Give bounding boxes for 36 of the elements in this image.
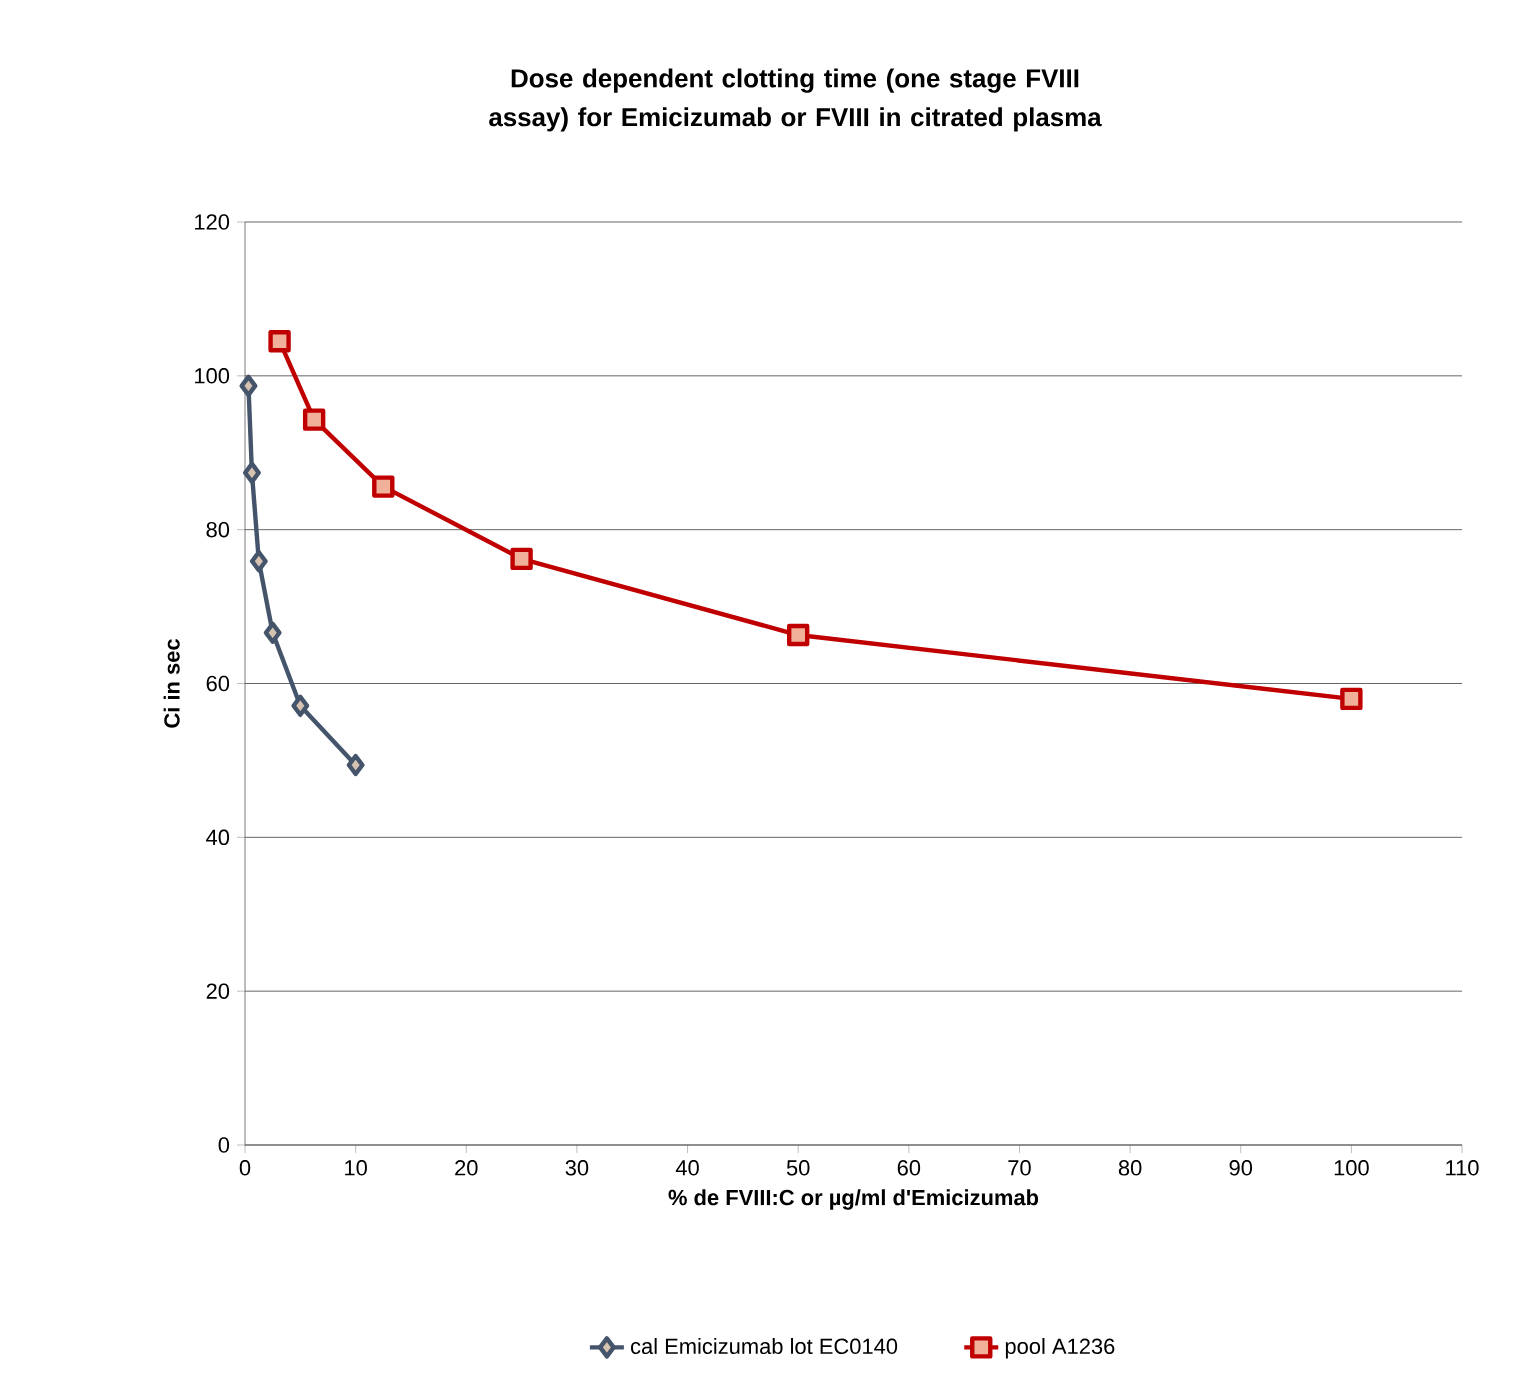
x-tick-label: 20: [455, 1160, 478, 1176]
point: [1340, 687, 1363, 711]
x-axis-title: % de FVIII:C or µg/ml d'Emicizumab: [668, 1189, 1039, 1210]
legend-label: cal Emicizumab lot EC0140: [631, 1337, 898, 1355]
x-tick-label: 80: [1118, 1160, 1142, 1176]
chart-title: Dose dependent clotting time (one stage FVIII assay) for Emicizumab or FVIII in citrated plasma: [489, 68, 1102, 132]
y-tick-label: 60: [206, 675, 230, 692]
x-tick-label: 60: [897, 1160, 921, 1176]
y-tick-label: 0: [218, 1137, 230, 1153]
point: [510, 547, 533, 571]
point: [249, 550, 268, 573]
x-tick-label: 40: [675, 1160, 699, 1176]
point: [291, 694, 310, 717]
y-tick-label: 40: [206, 829, 230, 846]
point: [372, 475, 395, 498]
x-tick-label: 100: [1334, 1160, 1369, 1176]
point: [268, 330, 291, 353]
y-tick-label: 120: [195, 214, 230, 230]
y-tick-label: 80: [206, 521, 230, 538]
x-tick-label: 0: [239, 1160, 251, 1176]
legend-label: pool A1236: [1005, 1337, 1115, 1359]
point: [786, 623, 810, 647]
y-axis-title: Ci in sec: [163, 639, 180, 728]
point: [239, 374, 258, 398]
y-tick-label: 100: [195, 368, 230, 384]
x-tick-label: 10: [345, 1160, 367, 1176]
x-tick-label: 110: [1446, 1160, 1479, 1176]
x-tick-label: 50: [786, 1160, 810, 1176]
x-tick-label: 70: [1008, 1160, 1031, 1176]
point: [302, 408, 326, 431]
x-tick-label: 90: [1229, 1160, 1253, 1176]
y-tick-label: 20: [206, 983, 230, 999]
point: [242, 461, 261, 484]
point: [263, 621, 282, 644]
x-tick-label: 30: [565, 1160, 589, 1176]
point: [346, 753, 365, 777]
